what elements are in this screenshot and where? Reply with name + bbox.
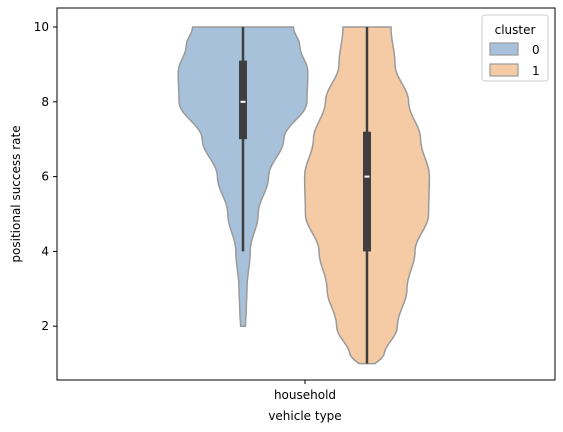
y-axis-ticks: 2 4 6 8 10 bbox=[34, 20, 57, 333]
x-axis-label: vehicle type bbox=[268, 409, 341, 423]
iqr-box-cluster-1 bbox=[363, 131, 371, 252]
x-axis-ticks: household bbox=[274, 380, 336, 402]
legend-label-cluster-1: 1 bbox=[532, 64, 540, 78]
y-tick-label: 2 bbox=[41, 319, 49, 333]
x-tick-label: household bbox=[274, 388, 336, 402]
y-tick-label: 6 bbox=[41, 170, 49, 184]
legend-swatch-cluster-0 bbox=[489, 42, 519, 56]
legend-title: cluster bbox=[495, 23, 536, 37]
y-tick-label: 8 bbox=[41, 95, 49, 109]
y-tick-label: 4 bbox=[41, 244, 49, 258]
plot-area-frame bbox=[56, 7, 556, 381]
y-tick-label: 10 bbox=[34, 20, 49, 34]
legend-label-cluster-0: 0 bbox=[532, 43, 540, 57]
y-axis-label: positional success rate bbox=[9, 125, 23, 262]
violin-layer bbox=[177, 26, 431, 365]
legend: cluster 0 1 bbox=[481, 14, 549, 82]
legend-swatch-cluster-1 bbox=[489, 63, 519, 77]
iqr-box-cluster-0 bbox=[239, 60, 247, 140]
box-layer bbox=[239, 27, 371, 364]
